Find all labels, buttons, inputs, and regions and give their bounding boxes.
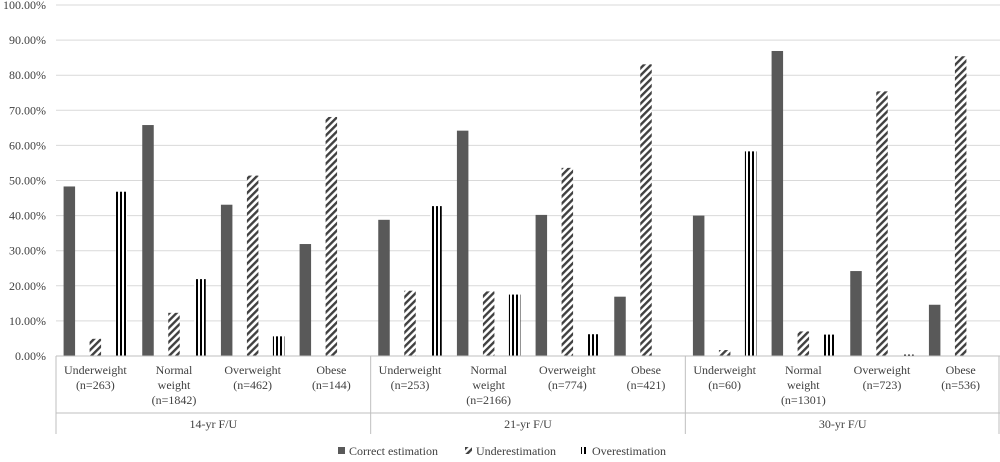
bar-diagonal bbox=[404, 290, 416, 356]
x-category-label: (n=723) bbox=[863, 378, 902, 392]
x-axis-labels: Underweight(n=263)Normalweight(n=1842)Ov… bbox=[64, 363, 980, 431]
bar-vertical bbox=[272, 336, 285, 356]
y-tick-label: 40.00% bbox=[9, 209, 46, 223]
x-category-label: Obese bbox=[316, 363, 346, 377]
bar-vertical bbox=[115, 191, 128, 356]
x-group-label: 30-yr F/U bbox=[819, 417, 867, 431]
x-category-label: Overweight bbox=[854, 363, 911, 377]
bar-solid bbox=[928, 304, 941, 356]
x-category-label: Obese bbox=[946, 363, 976, 377]
y-tick-label: 20.00% bbox=[9, 279, 46, 293]
bar-diagonal bbox=[325, 116, 338, 357]
gridlines bbox=[56, 4, 1000, 322]
bar-solid bbox=[535, 214, 548, 356]
bar-vertical bbox=[744, 151, 757, 356]
legend-label: Correct estimation bbox=[349, 444, 438, 457]
bar-vertical bbox=[508, 294, 521, 356]
y-tick-label: 10.00% bbox=[9, 314, 46, 328]
x-axis bbox=[55, 355, 1000, 434]
bar-solid bbox=[299, 244, 312, 356]
bar-diagonal bbox=[954, 56, 967, 356]
y-tick-label: 100.00% bbox=[3, 0, 46, 12]
y-axis-tick-labels: 0.00% 10.00% 20.00% 30.00% 40.00% 50.00% 60.00… bbox=[3, 0, 46, 363]
x-category-label: weight bbox=[158, 378, 191, 392]
bar-vertical bbox=[902, 354, 914, 356]
x-category-label: Underweight bbox=[379, 363, 442, 377]
bar-diagonal bbox=[640, 64, 652, 356]
x-category-label: (n=774) bbox=[548, 378, 587, 392]
x-category-label: (n=1842) bbox=[152, 393, 197, 407]
bar-diagonal bbox=[246, 175, 259, 356]
x-category-label: (n=536) bbox=[941, 378, 980, 392]
legend-label: Underestimation bbox=[476, 444, 556, 457]
bar-solid bbox=[142, 125, 154, 357]
bar-diagonal bbox=[718, 350, 731, 356]
x-category-label: (n=253) bbox=[391, 378, 430, 392]
y-tick-label: 30.00% bbox=[9, 244, 46, 258]
bar-diagonal bbox=[168, 312, 180, 356]
x-category-label: (n=462) bbox=[233, 378, 272, 392]
y-tick-label: 50.00% bbox=[9, 174, 46, 188]
bar-solid bbox=[378, 219, 390, 356]
y-tick-label: 80.00% bbox=[9, 68, 46, 82]
legend-swatch-diagonal bbox=[465, 447, 472, 454]
bar-solid bbox=[771, 50, 784, 357]
x-category-label: Underweight bbox=[693, 363, 756, 377]
y-tick-label: 60.00% bbox=[9, 138, 46, 152]
y-tick-label: 0.00% bbox=[15, 349, 46, 363]
legend-swatch-solid bbox=[338, 447, 345, 454]
x-category-label: Underweight bbox=[64, 363, 127, 377]
bar-diagonal bbox=[561, 167, 574, 356]
x-group-label: 14-yr F/U bbox=[189, 417, 237, 431]
x-category-label: (n=263) bbox=[76, 378, 115, 392]
y-tick-label: 90.00% bbox=[9, 33, 46, 47]
bar-vertical bbox=[430, 206, 442, 356]
bar-vertical bbox=[194, 279, 206, 356]
bar-solid bbox=[692, 215, 705, 356]
bar-solid bbox=[63, 186, 76, 356]
bar-solid bbox=[456, 130, 469, 356]
x-category-label: (n=60) bbox=[708, 378, 741, 392]
bar-diagonal bbox=[876, 91, 888, 356]
legend-label: Overestimation bbox=[592, 444, 666, 457]
bar-vertical bbox=[823, 334, 836, 356]
x-category-label: (n=2166) bbox=[466, 393, 511, 407]
bars bbox=[63, 50, 967, 357]
legend: Correct estimation Underestimation Overest… bbox=[338, 444, 666, 458]
x-category-label: (n=144) bbox=[312, 378, 351, 392]
x-category-label: Obese bbox=[631, 363, 661, 377]
x-category-label: weight bbox=[787, 378, 820, 392]
x-group-label: 21-yr F/U bbox=[504, 417, 552, 431]
x-category-label: Normal bbox=[156, 363, 193, 377]
x-category-label: (n=1301) bbox=[781, 393, 826, 407]
bar-diagonal bbox=[89, 338, 102, 356]
bar-vertical bbox=[587, 334, 600, 356]
bar-solid bbox=[614, 296, 626, 356]
bar-solid bbox=[220, 204, 233, 356]
x-category-label: Overweight bbox=[224, 363, 281, 377]
x-category-label: Overweight bbox=[539, 363, 596, 377]
x-category-label: Normal bbox=[470, 363, 507, 377]
x-category-label: weight bbox=[472, 378, 505, 392]
y-tick-label: 70.00% bbox=[9, 103, 46, 117]
legend-swatch-vertical bbox=[581, 447, 588, 454]
bar-diagonal bbox=[797, 331, 810, 356]
bar-solid bbox=[850, 271, 862, 356]
x-category-label: Normal bbox=[785, 363, 822, 377]
bar-diagonal bbox=[482, 291, 495, 356]
x-category-label: (n=421) bbox=[627, 378, 666, 392]
